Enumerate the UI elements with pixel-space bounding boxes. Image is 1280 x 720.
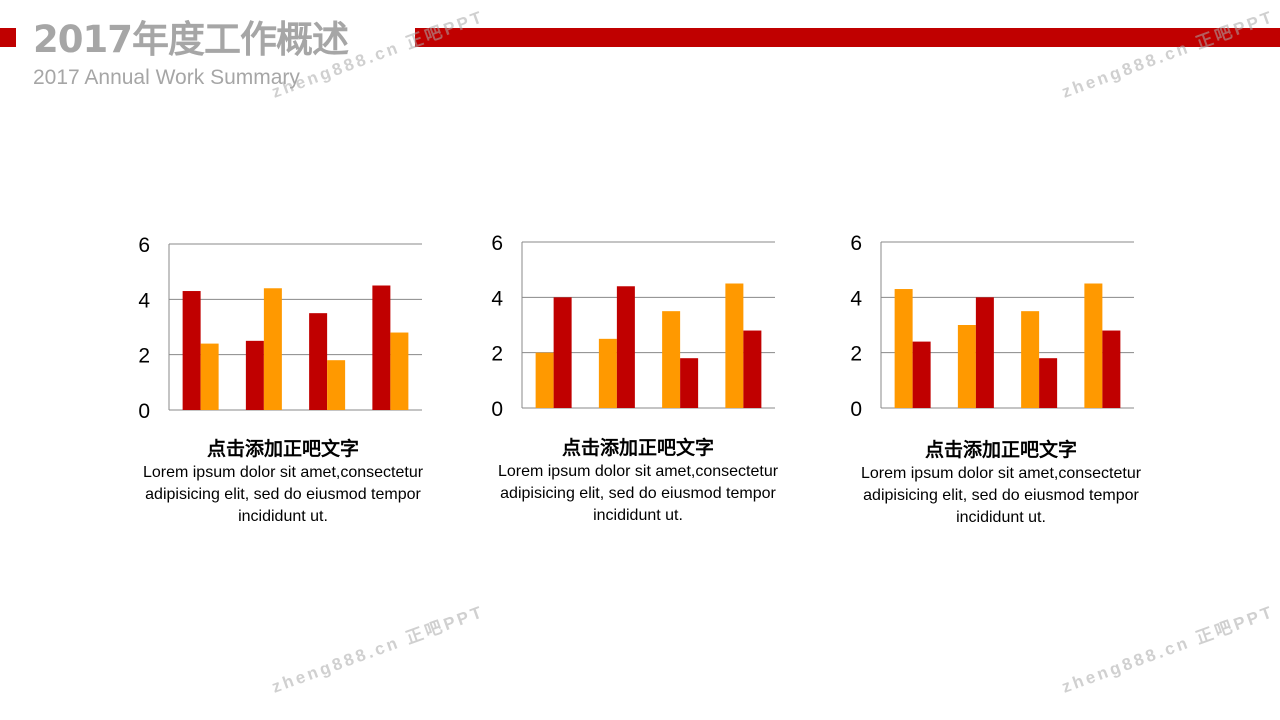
y-tick-label: 6 bbox=[491, 232, 503, 255]
bar-chart-3: 0 2 4 6 bbox=[850, 232, 1134, 421]
bar-a-1 bbox=[894, 289, 913, 408]
caption-body: Lorem ipsum dolor sit amet,consectetur a… bbox=[860, 465, 1142, 526]
bar-b-1 bbox=[553, 297, 572, 408]
bar-a-1 bbox=[182, 291, 201, 410]
y-tick-label: 2 bbox=[491, 343, 503, 366]
bar-b-2 bbox=[975, 297, 994, 408]
bar-a-4 bbox=[725, 283, 744, 408]
bar-a-3 bbox=[309, 313, 328, 410]
page-subtitle: 2017 Annual Work Summary bbox=[33, 66, 300, 89]
y-tick-label: 4 bbox=[850, 287, 862, 310]
watermark: zheng888.cn 正吧PPT bbox=[1059, 602, 1277, 697]
bar-b-4 bbox=[390, 332, 409, 410]
y-tick-label: 6 bbox=[850, 232, 862, 255]
bar-chart-1: 0 2 4 6 bbox=[138, 234, 422, 423]
bar-b-2 bbox=[263, 288, 282, 410]
bar-b-2 bbox=[616, 286, 635, 408]
y-tick-label: 0 bbox=[138, 400, 150, 423]
bar-chart-2: 0 2 4 6 bbox=[491, 232, 775, 421]
bar-a-4 bbox=[1084, 283, 1103, 408]
caption-1: 点击添加正吧文字 Lorem ipsum dolor sit amet,cons… bbox=[123, 436, 443, 528]
caption-body: Lorem ipsum dolor sit amet,consectetur a… bbox=[142, 464, 424, 525]
bar-a-4 bbox=[372, 285, 391, 410]
header-accent-square bbox=[0, 28, 16, 47]
bar-b-4 bbox=[1102, 330, 1121, 408]
bar-a-1 bbox=[535, 352, 554, 408]
caption-heading: 点击添加正吧文字 bbox=[924, 439, 1077, 461]
y-tick-label: 0 bbox=[850, 398, 862, 421]
watermark: zheng888.cn 正吧PPT bbox=[269, 602, 487, 697]
bar-b-1 bbox=[200, 343, 219, 410]
bar-b-3 bbox=[1039, 358, 1058, 408]
y-tick-label: 6 bbox=[138, 234, 150, 257]
caption-heading: 点击添加正吧文字 bbox=[206, 438, 359, 460]
bar-a-3 bbox=[662, 311, 681, 408]
bar-a-2 bbox=[245, 340, 264, 410]
page-title: 2017年度工作概述 bbox=[33, 18, 349, 61]
caption-heading: 点击添加正吧文字 bbox=[561, 437, 714, 459]
bar-b-1 bbox=[912, 341, 931, 408]
bar-b-4 bbox=[743, 330, 762, 408]
y-tick-label: 2 bbox=[138, 345, 150, 368]
caption-3: 点击添加正吧文字 Lorem ipsum dolor sit amet,cons… bbox=[841, 437, 1161, 529]
bar-b-3 bbox=[680, 358, 699, 408]
bar-b-3 bbox=[327, 360, 346, 410]
caption-body: Lorem ipsum dolor sit amet,consectetur a… bbox=[497, 463, 779, 524]
y-tick-label: 4 bbox=[491, 287, 503, 310]
caption-2: 点击添加正吧文字 Lorem ipsum dolor sit amet,cons… bbox=[478, 435, 798, 527]
bar-a-2 bbox=[598, 338, 617, 408]
y-tick-label: 0 bbox=[491, 398, 503, 421]
y-tick-label: 4 bbox=[138, 289, 150, 312]
watermark: zheng888.cn 正吧PPT bbox=[1059, 7, 1277, 102]
y-tick-label: 2 bbox=[850, 343, 862, 366]
bar-a-3 bbox=[1021, 311, 1040, 408]
bar-a-2 bbox=[957, 325, 976, 408]
header-accent-bar bbox=[415, 28, 1280, 47]
